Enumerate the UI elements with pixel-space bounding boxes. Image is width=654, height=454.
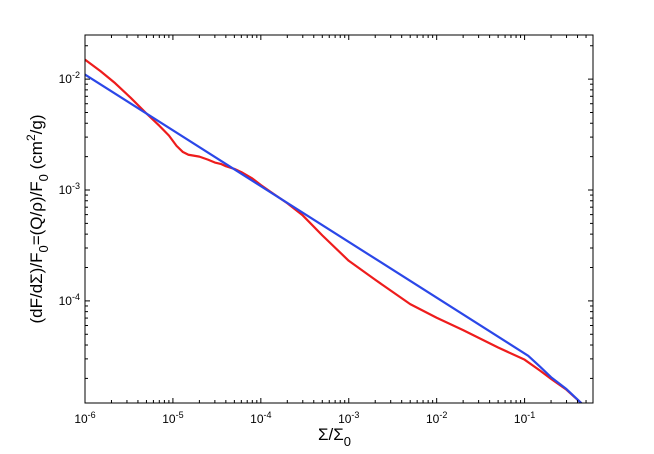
plot-frame	[84, 34, 594, 404]
x-tick-label-base: 10	[250, 412, 264, 426]
y-tick-label: 10-3	[59, 181, 80, 197]
x-tick-label-exponent: -4	[264, 410, 272, 420]
y-tick-label-base: 10	[59, 72, 73, 86]
x-tick-label-base: 10	[162, 412, 176, 426]
x-tick-label: 10-2	[426, 410, 447, 426]
series-line-1	[85, 58, 583, 403]
x-tick-label: 10-4	[250, 410, 271, 426]
ticks-layer	[84, 35, 593, 403]
series-layer	[85, 58, 583, 403]
x-tick-label-exponent: -3	[351, 410, 359, 420]
x-tick-label-base: 10	[74, 412, 88, 426]
y-tick-label-base: 10	[59, 294, 73, 308]
series-line-2	[85, 73, 583, 403]
x-tick-label-base: 10	[514, 412, 528, 426]
x-tick-label-exponent: -6	[88, 410, 96, 420]
x-tick-label-exponent: -1	[527, 410, 535, 420]
x-tick-label-exponent: -2	[439, 410, 447, 420]
x-tick-label: 10-5	[162, 410, 183, 426]
x-tick-label: 10-6	[74, 410, 95, 426]
y-tick-label-exponent: -3	[72, 181, 80, 191]
y-tick-label-exponent: -4	[72, 292, 80, 302]
tick-labels-layer: 10-6 10-5 10-4 10-3 10-2 10-110-410-310-2	[59, 70, 536, 426]
x-tick-label-base: 10	[426, 412, 440, 426]
x-tick-label-exponent: -5	[176, 410, 184, 420]
x-tick-label: 10-1	[514, 410, 535, 426]
x-tick-label: 10-3	[338, 410, 359, 426]
y-tick-label: 10-4	[59, 292, 80, 308]
y-tick-label: 10-2	[59, 70, 80, 86]
y-tick-label-base: 10	[59, 183, 73, 197]
y-tick-label-exponent: -2	[72, 70, 80, 80]
x-tick-label-base: 10	[338, 412, 352, 426]
